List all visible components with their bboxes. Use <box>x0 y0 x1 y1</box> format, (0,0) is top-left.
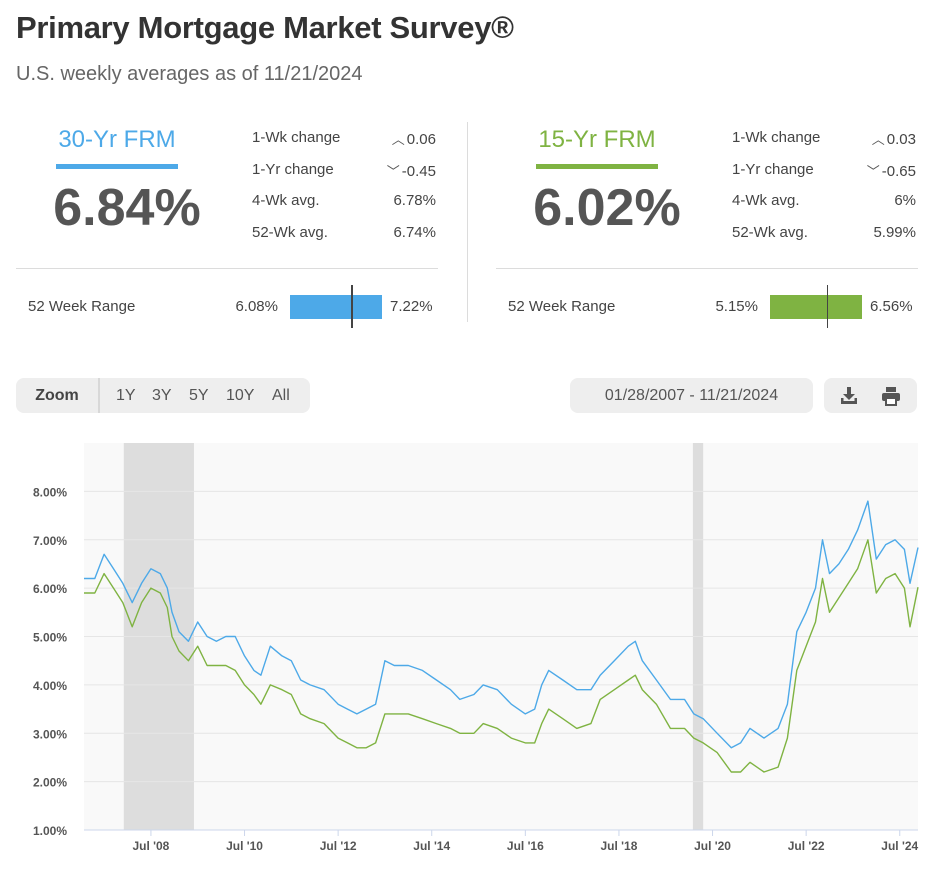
range-min: 6.08% <box>235 298 278 315</box>
zoom-10y-button[interactable]: 10Y <box>226 387 255 404</box>
stat-row: 4-Wk avg. 6% <box>732 189 916 221</box>
stat-label: 1-Wk change <box>732 129 821 146</box>
x-tick-label: Jul '20 <box>694 839 731 853</box>
chart-tools <box>824 378 917 413</box>
stat-value-text: -0.45 <box>401 162 436 180</box>
stat-value: 5.99% <box>873 223 916 241</box>
x-tick-label: Jul '22 <box>788 839 825 853</box>
y-tick-label: 5.00% <box>33 631 67 645</box>
stat-row: 1-Wk change ︿ 0.06 <box>252 126 436 158</box>
caret-up-icon: ︿ <box>871 132 885 147</box>
frm30-underline <box>56 164 178 169</box>
range-bar <box>290 285 382 328</box>
frm15-underline <box>536 164 658 169</box>
frm30-series-line <box>84 500 919 749</box>
recession-band <box>692 443 704 830</box>
stat-row: 52-Wk avg. 5.99% <box>732 221 916 253</box>
zoom-all-button[interactable]: All <box>272 387 290 404</box>
stat-value-text: -0.65 <box>881 162 916 180</box>
download-icon[interactable] <box>838 385 860 407</box>
stat-value: ﹀ -0.45 <box>387 161 436 180</box>
zoom-toolbar: Zoom 1Y 3Y 5Y 10Y All <box>16 378 310 413</box>
x-tick-label: Jul '16 <box>507 839 544 853</box>
stat-label: 52-Wk avg. <box>252 223 328 241</box>
stat-row: 1-Yr change ﹀ -0.45 <box>252 158 436 190</box>
y-tick-label: 8.00% <box>33 485 67 499</box>
zoom-label: Zoom <box>16 378 100 413</box>
frm15-series-line <box>84 539 919 773</box>
divider <box>16 268 438 269</box>
x-tick-label: Jul '14 <box>413 839 450 853</box>
divider <box>496 268 918 269</box>
stat-label: 4-Wk avg. <box>252 192 320 209</box>
range-label: 52 Week Range <box>28 298 136 315</box>
stat-row: 1-Wk change ︿ 0.03 <box>732 126 916 158</box>
zoom-3y-button[interactable]: 3Y <box>152 387 172 404</box>
caret-up-icon: ︿ <box>391 132 405 147</box>
page-title: Primary Mortgage Market Survey® <box>16 10 514 45</box>
print-icon[interactable] <box>880 385 902 407</box>
y-tick-label: 7.00% <box>33 534 67 548</box>
y-tick-label: 2.00% <box>33 776 67 790</box>
stat-label: 52-Wk avg. <box>732 223 808 241</box>
x-tick-label: Jul '18 <box>601 839 638 853</box>
frm15-panel: 15-Yr FRM 6.02% 1-Wk change ︿ 0.03 1-Yr c… <box>496 118 918 328</box>
y-tick-label: 6.00% <box>33 582 67 596</box>
recession-band <box>123 443 194 830</box>
stat-value-text: 0.03 <box>886 131 916 148</box>
range-max: 6.56% <box>870 298 913 315</box>
frm30-stats: 1-Wk change ︿ 0.06 1-Yr change ﹀ -0.45 4-W… <box>252 126 436 252</box>
frm15-stats: 1-Wk change ︿ 0.03 1-Yr change ﹀ -0.65 4-W… <box>732 126 916 252</box>
stat-value: 6% <box>894 192 916 209</box>
stat-value: ︿ 0.03 <box>872 129 916 148</box>
caret-down-icon: ﹀ <box>386 163 400 179</box>
date-range-input[interactable]: 01/28/2007 - 11/21/2024 <box>570 378 813 413</box>
y-tick-label: 1.00% <box>33 824 67 838</box>
range-min: 5.15% <box>715 298 758 315</box>
x-tick-label: Jul '12 <box>320 839 357 853</box>
frm30-panel: 30-Yr FRM 6.84% 1-Wk change ︿ 0.06 1-Yr c… <box>16 118 438 328</box>
range-max: 7.22% <box>390 298 433 315</box>
frm15-rate: 6.02% <box>533 179 681 237</box>
x-tick-label: Jul '10 <box>226 839 263 853</box>
stat-row: 1-Yr change ﹀ -0.65 <box>732 158 916 190</box>
caret-down-icon: ﹀ <box>866 163 880 179</box>
range-bar <box>770 285 862 328</box>
page-subtitle: U.S. weekly averages as of 11/21/2024 <box>16 63 363 85</box>
y-tick-label: 4.00% <box>33 679 67 693</box>
zoom-5y-button[interactable]: 5Y <box>189 387 209 404</box>
frm15-label: 15-Yr FRM <box>538 126 656 153</box>
stat-value-text: 0.06 <box>406 131 436 148</box>
range-current-marker <box>826 285 829 328</box>
frm30-rate: 6.84% <box>53 179 201 237</box>
stat-label: 4-Wk avg. <box>732 192 800 209</box>
stat-value: 6.74% <box>393 223 436 241</box>
zoom-1y-button[interactable]: 1Y <box>116 387 136 404</box>
x-tick-label: Jul '24 <box>881 839 918 853</box>
stat-label: 1-Yr change <box>252 160 334 178</box>
stat-label: 1-Yr change <box>732 160 814 178</box>
frm30-label: 30-Yr FRM <box>58 126 176 153</box>
stat-value: ﹀ -0.65 <box>867 161 916 180</box>
range-label: 52 Week Range <box>508 298 616 315</box>
stat-value: 6.78% <box>393 192 436 209</box>
stat-label: 1-Wk change <box>252 129 341 146</box>
y-tick-label: 3.00% <box>33 727 67 741</box>
stat-row: 52-Wk avg. 6.74% <box>252 221 436 253</box>
panel-separator <box>467 122 468 322</box>
range-current-marker <box>351 285 353 328</box>
stat-row: 4-Wk avg. 6.78% <box>252 189 436 221</box>
stat-value: ︿ 0.06 <box>392 129 436 148</box>
plot-background <box>84 443 918 830</box>
x-tick-label: Jul '08 <box>132 839 169 853</box>
